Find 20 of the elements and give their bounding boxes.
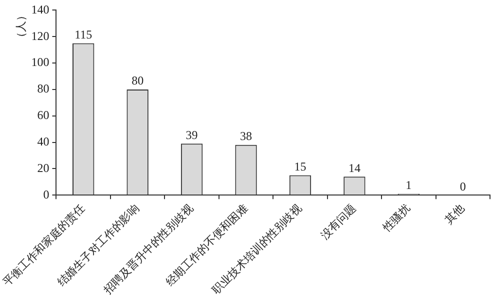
data-label: 80 bbox=[132, 74, 144, 88]
data-label: 115 bbox=[74, 27, 92, 42]
y-axis-title: （人） bbox=[16, 10, 28, 44]
y-tick-label: 120 bbox=[31, 28, 50, 43]
x-tick-label: 性骚扰 bbox=[380, 202, 413, 235]
y-tick-label: 20 bbox=[37, 160, 50, 175]
y-tick-label: 140 bbox=[31, 2, 50, 16]
y-tick-label: 80 bbox=[37, 82, 50, 96]
y-tick-label: 0 bbox=[43, 187, 50, 202]
y-tick-label: 40 bbox=[37, 134, 50, 148]
y-tick-label: 60 bbox=[37, 108, 50, 122]
data-label: 15 bbox=[294, 159, 306, 174]
x-tick-label: 没有问题 bbox=[319, 202, 359, 242]
data-label: 0 bbox=[460, 179, 466, 194]
data-label: 38 bbox=[240, 129, 252, 144]
x-tick-label: 其他 bbox=[442, 202, 468, 226]
data-label: 14 bbox=[348, 160, 360, 175]
y-tick-label: 100 bbox=[31, 55, 50, 70]
data-label: 1 bbox=[406, 178, 412, 192]
data-label: 39 bbox=[186, 128, 198, 142]
